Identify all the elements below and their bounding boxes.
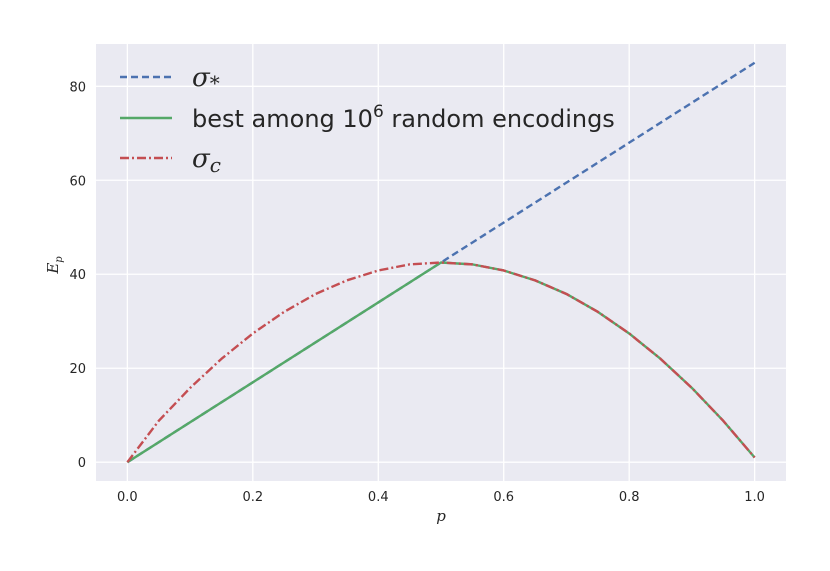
tick-labels: 0.0 0.2 0.4 0.6 0.8 1.0 0 20 40 60 80	[69, 80, 765, 505]
series-line-sigma-c	[126, 261, 756, 463]
y-axis-label-sub: p	[54, 256, 65, 263]
y-axis-label-base: E	[44, 263, 62, 275]
y-tick-label: 60	[69, 174, 86, 189]
legend-label-best: best among 106 random encodings	[192, 102, 615, 133]
x-tick-label: 0.2	[242, 490, 263, 505]
x-tick-label: 0.8	[619, 490, 640, 505]
y-tick-label: 80	[69, 80, 86, 95]
x-axis-label: p	[436, 507, 446, 525]
legend-label-sigma-star: σ*	[192, 63, 220, 95]
x-tick-label: 0.4	[368, 490, 389, 505]
x-tick-label: 0.0	[117, 490, 138, 505]
y-tick-label: 0	[78, 456, 86, 471]
y-axis-label: Ep	[44, 256, 65, 275]
y-tick-label: 20	[69, 362, 86, 377]
y-tick-label: 40	[69, 268, 86, 283]
series-layer	[126, 61, 756, 464]
x-tick-label: 0.6	[493, 490, 514, 505]
x-tick-label: 1.0	[744, 490, 765, 505]
legend-label-sigma-c: σc	[192, 144, 221, 177]
legend: σ* best among 106 random encodings σc	[120, 63, 615, 177]
